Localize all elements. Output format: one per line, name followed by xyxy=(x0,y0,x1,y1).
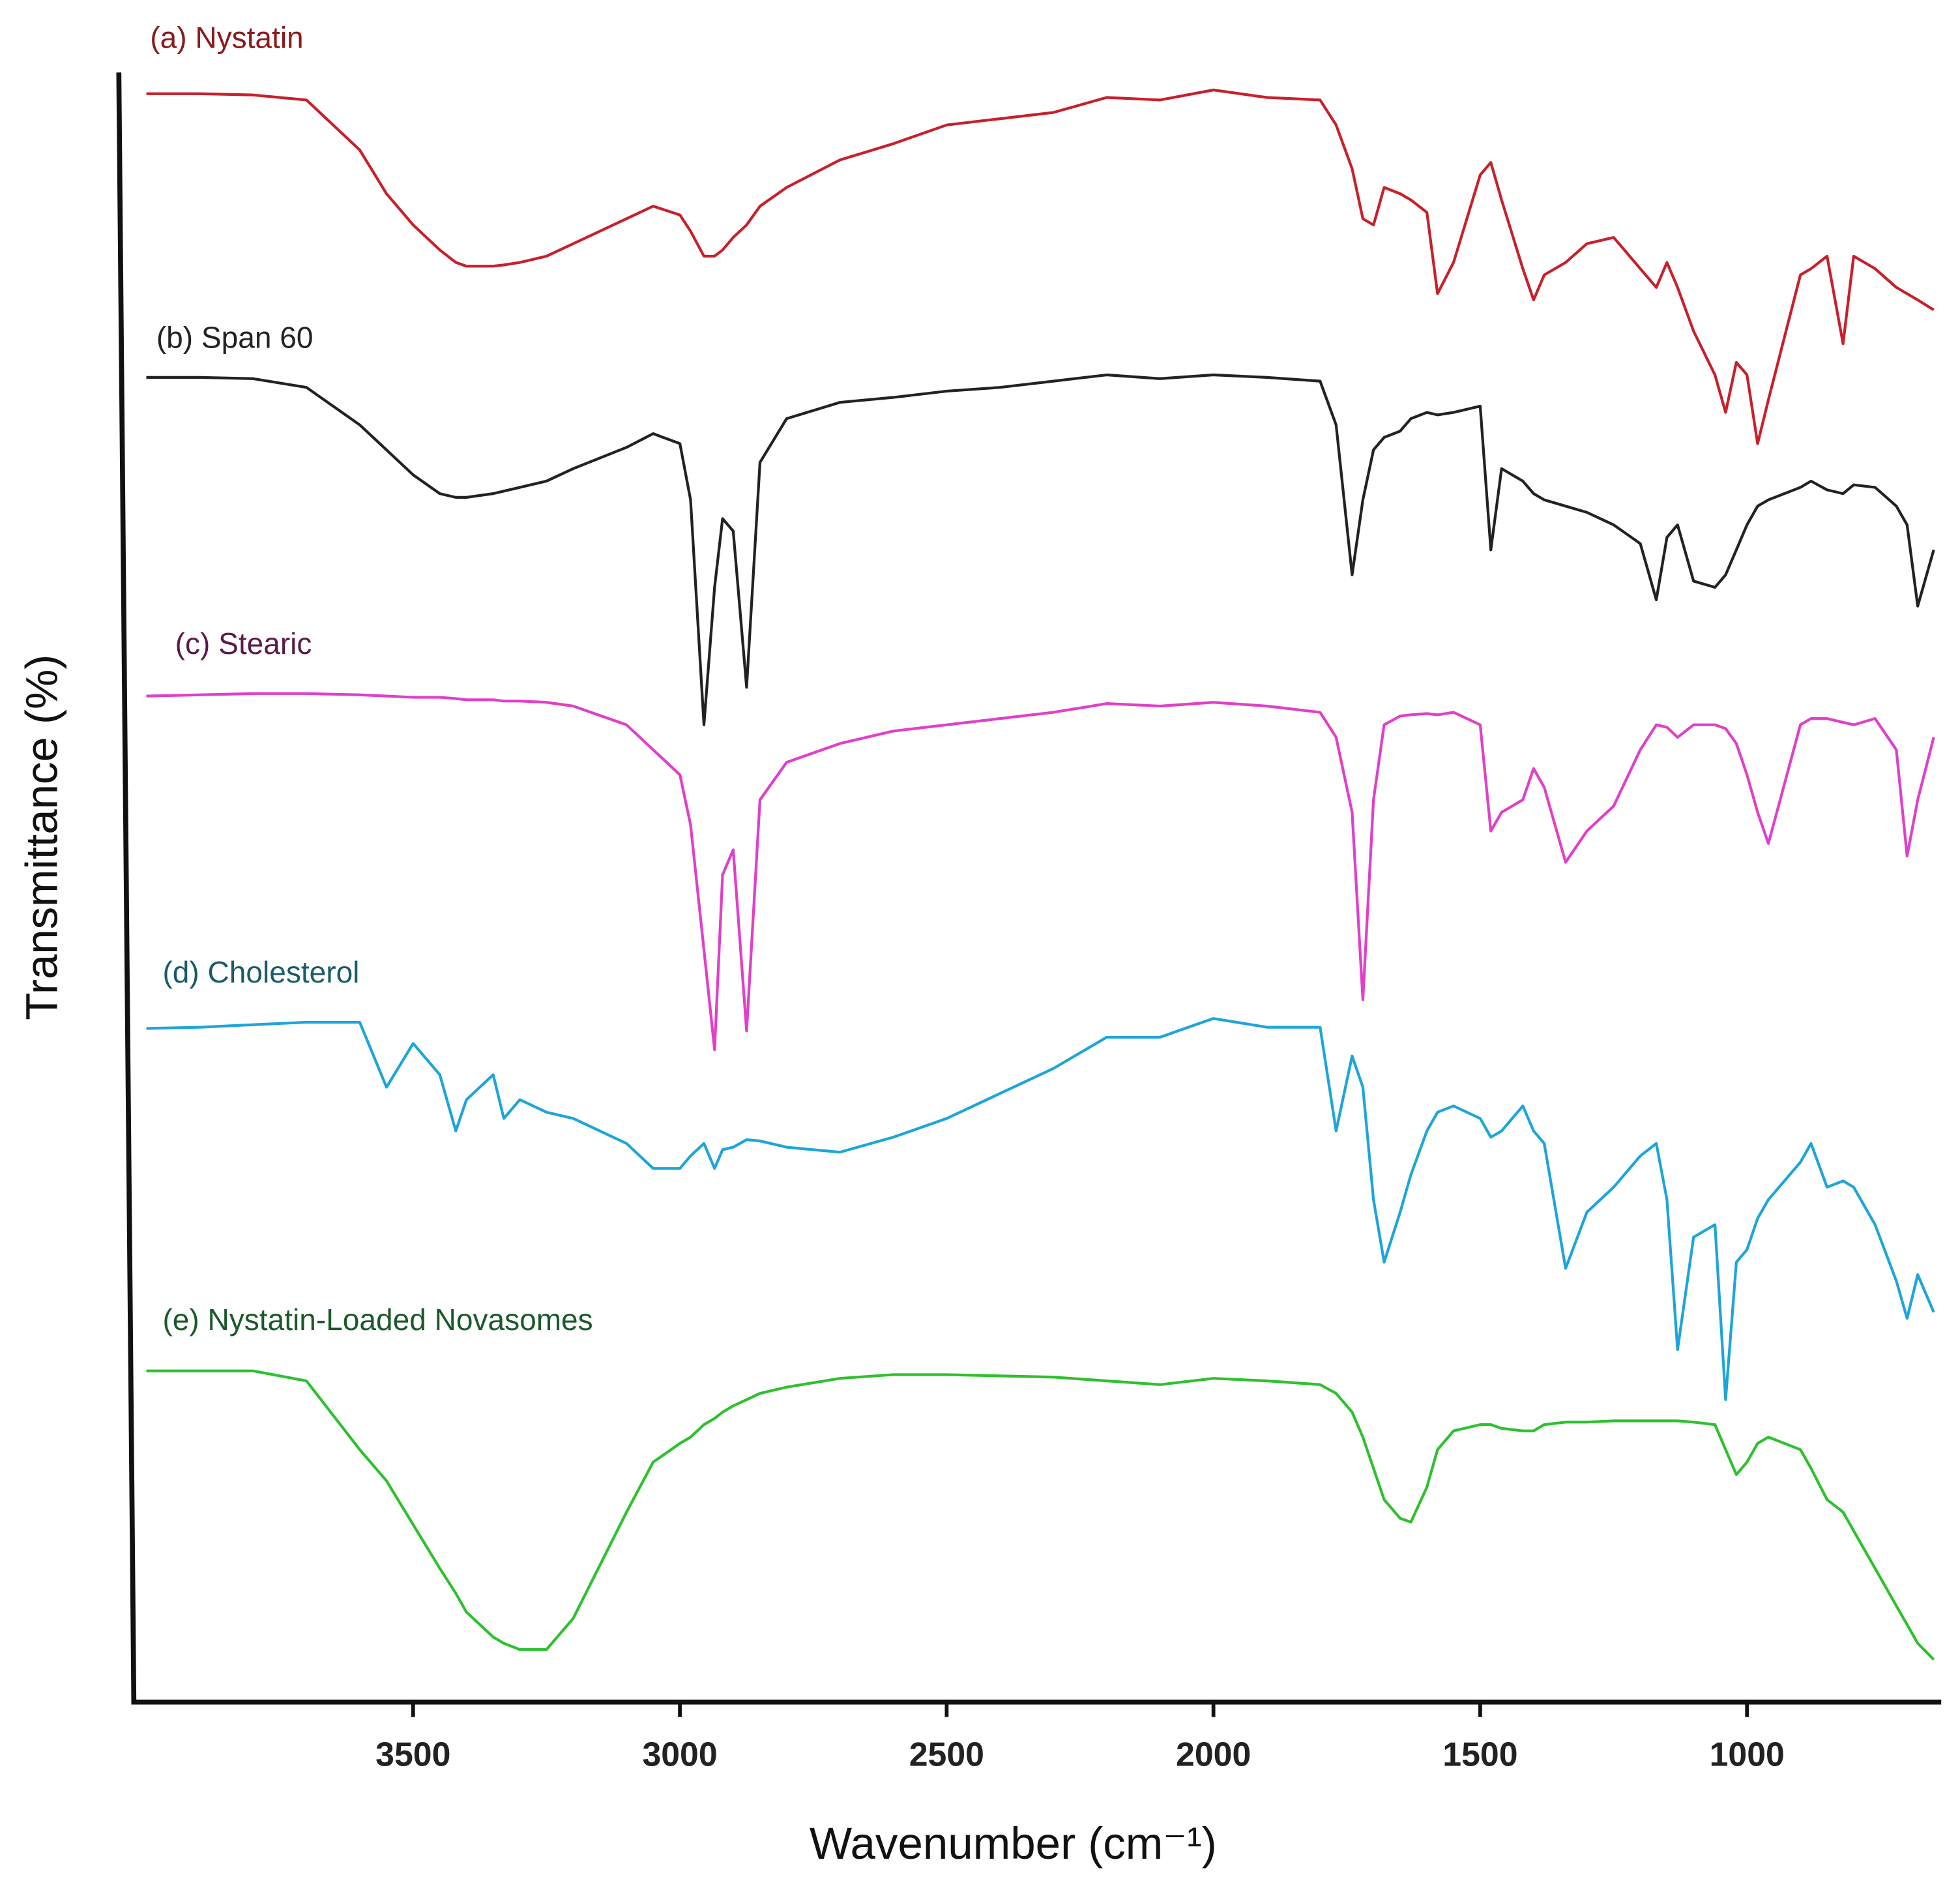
x-tick-label: 3500 xyxy=(375,1736,450,1773)
y-axis xyxy=(116,72,137,1702)
spectrum-line xyxy=(146,373,1935,726)
series-label: (b) Span 60 xyxy=(156,321,314,355)
series-label: (d) Cholesterol xyxy=(162,955,359,989)
x-tick-label: 1000 xyxy=(1710,1736,1785,1773)
x-tick-label: 1500 xyxy=(1442,1736,1517,1773)
series-label: (e) Nystatin-Loaded Novasomes xyxy=(162,1303,592,1337)
x-tick-label: 2000 xyxy=(1176,1736,1251,1773)
y-axis-title: Transmittance (%) xyxy=(16,655,66,1020)
spectrum-line xyxy=(146,1017,1935,1401)
x-tick-label: 2500 xyxy=(909,1736,984,1773)
spectrum-line xyxy=(146,692,1935,1052)
series-label: (c) Stearic xyxy=(175,627,312,660)
x-axis-title: Wavenumber (cm⁻¹) xyxy=(810,1818,1217,1869)
x-tick-label: 3000 xyxy=(642,1736,717,1773)
spectrum-line xyxy=(146,1369,1935,1661)
series-label: (a) Nystatin xyxy=(150,21,303,55)
spectrum-line xyxy=(146,88,1935,445)
